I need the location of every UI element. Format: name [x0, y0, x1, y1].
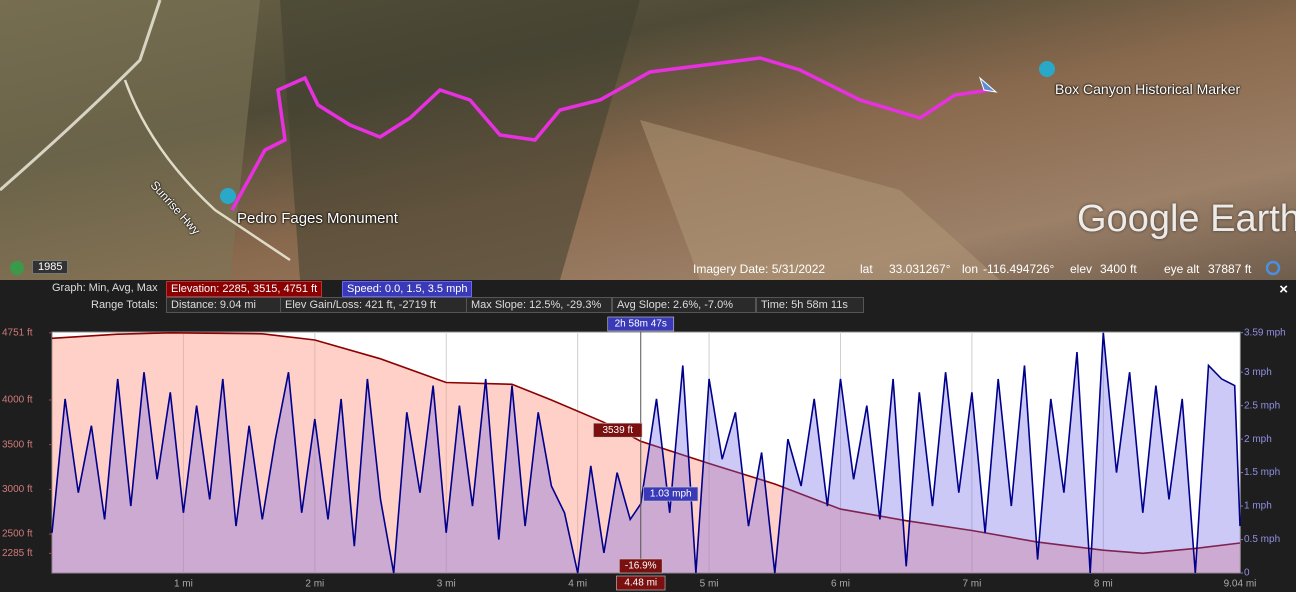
elev-label: elev [1070, 262, 1093, 276]
x-tick-label: 1 mi [174, 579, 193, 590]
status-bar: 1985 Imagery Date: 5/31/2022 lat 33.0312… [0, 258, 1296, 280]
watermark: Google Earth [1077, 198, 1296, 240]
max-slope: Max Slope: 12.5%, -29.3% [466, 297, 612, 313]
x-tick-label: 4 mi [568, 579, 587, 590]
cursor-speed-text: 1.03 mph [650, 489, 692, 500]
cursor-distance: 4.48 mi [616, 575, 666, 591]
y-tick-label: 4751 ft [2, 327, 33, 338]
series-area [52, 332, 1240, 573]
distance: Distance: 9.04 mi [166, 297, 281, 313]
lon-label: lon [962, 262, 979, 276]
elevation-profile-chart[interactable]: 1 mi 2 mi 3 mi 4 mi 5 mi 6 mi 7 mi 8 mi 9.04 mi 2… [0, 312, 1296, 592]
cursor-elevation: 3539 ft [593, 422, 643, 438]
y-tick-label: 2285 ft [2, 548, 33, 559]
x-tick-label: 8 mi [1094, 579, 1113, 590]
plot-area [51, 331, 1241, 574]
road [0, 0, 162, 192]
cursor-slope: -16.9% [619, 558, 663, 574]
cursor-slope-text: -16.9% [625, 561, 657, 572]
track [230, 56, 991, 211]
speed-stats[interactable]: Speed: 0.0, 1.5, 3.5 mph [342, 281, 473, 297]
y-tick-label: 2500 ft [2, 529, 33, 540]
history-icon[interactable] [10, 261, 24, 275]
y2-tick-label: 3 mph [1244, 367, 1272, 378]
range-label: Range Totals: [91, 299, 159, 311]
cursor-time-text: 2h 58m 47s [615, 319, 667, 330]
cursor-elevation-text: 3539 ft [602, 425, 633, 436]
cursor-slope-box [619, 558, 663, 574]
place-label[interactable]: Box Canyon Historical Marker [1055, 81, 1241, 97]
y-tick-label: 4000 ft [2, 395, 33, 406]
year-badge[interactable]: 1985 [32, 260, 69, 274]
x-tick-label: 2 mi [305, 579, 324, 590]
gain-loss: Elev Gain/Loss: 421 ft, -2719 ft [280, 297, 467, 313]
cursor-time: 2h 58m 47s [607, 316, 675, 332]
lon-value: -116.494726° [983, 262, 1055, 276]
x-tick-label: 3 mi [437, 579, 456, 590]
series-line [51, 332, 1241, 574]
loading-indicator [1265, 260, 1281, 276]
placemark-icon[interactable] [220, 188, 236, 204]
cursor-time-box [607, 316, 675, 332]
y2-tick-label: 0 [1244, 568, 1250, 579]
eye-label: eye alt [1164, 262, 1200, 276]
avg-slope: Avg Slope: 2.6%, -7.0% [612, 297, 756, 313]
valley [0, 0, 260, 280]
y2-tick-label: 3.59 mph [1244, 327, 1286, 338]
place-label[interactable]: Pedro Fages Monument [237, 210, 398, 227]
map-view [0, 0, 1296, 280]
desert-flat [640, 120, 1000, 280]
close-button[interactable]: × [1279, 281, 1288, 298]
y-tick-label: 3000 ft [2, 484, 33, 495]
cursor-distance-box [616, 575, 666, 591]
y2-tick-label: 2.5 mph [1244, 400, 1280, 411]
cursor-distance-text: 4.48 mi [624, 578, 657, 589]
y-tick-label: 3500 ft [2, 439, 33, 450]
cursor-speed: 1.03 mph [643, 486, 699, 502]
forest [280, 0, 640, 280]
imagery-date: Imagery Date: 5/31/2022 [693, 262, 826, 276]
placemark-icon[interactable] [1039, 61, 1055, 77]
road [123, 79, 291, 262]
elevation-stats[interactable]: Elevation: 2285, 3515, 4751 ft [166, 281, 323, 297]
y2-tick-label: 1 mph [1244, 501, 1272, 512]
series-area [52, 332, 1240, 573]
x-tick-label: 6 mi [831, 579, 850, 590]
y2-tick-label: 1.5 mph [1244, 467, 1280, 478]
eye-value: 37887 ft [1208, 262, 1252, 276]
lat-label: lat [860, 262, 873, 276]
lat-value: 33.031267° [889, 262, 951, 276]
cursor-elevation-box [593, 422, 643, 438]
cursor-speed-box [643, 486, 699, 502]
graph-label: Graph: Min, Avg, Max [52, 282, 158, 294]
time: Time: 5h 58m 11s [756, 297, 864, 313]
x-tick-label: 9.04 mi [1224, 579, 1257, 590]
x-tick-label: 5 mi [700, 579, 719, 590]
y2-tick-label: 2 mph [1244, 434, 1272, 445]
x-tick-label: 7 mi [962, 579, 981, 590]
elev-value: 3400 ft [1100, 262, 1137, 276]
y2-tick-label: 0.5 mph [1244, 534, 1280, 545]
tour-marker [978, 76, 998, 93]
